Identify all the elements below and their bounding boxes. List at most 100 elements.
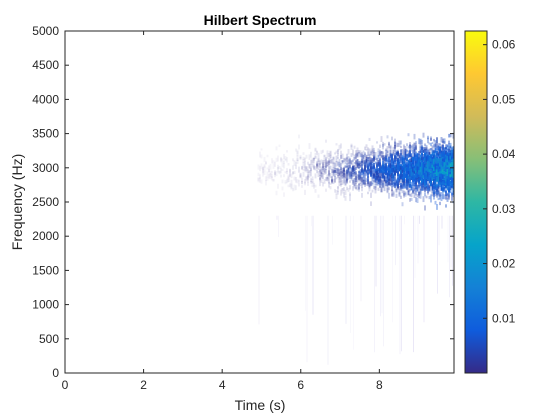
energy-cell [379, 161, 381, 164]
energy-cell [425, 182, 428, 185]
energy-cell [422, 154, 425, 157]
energy-cell [413, 183, 416, 187]
energy-cell [340, 171, 342, 177]
energy-cell [443, 162, 446, 168]
energy-cell [437, 146, 440, 150]
energy-cell [355, 156, 357, 159]
energy-cell [308, 143, 311, 149]
energy-cell [304, 179, 306, 184]
energy-cell [443, 150, 446, 156]
energy-cell [352, 165, 354, 170]
energy-cell [385, 176, 387, 179]
energy-cell [313, 157, 315, 164]
energy-cell [442, 143, 444, 147]
energy-cell [386, 165, 389, 168]
energy-cell [362, 155, 365, 159]
energy-cell [305, 166, 308, 169]
energy-cell [418, 180, 420, 187]
energy-cell [437, 163, 440, 167]
energy-cell [362, 172, 365, 179]
energy-cell [332, 178, 335, 185]
energy-cell [346, 178, 348, 184]
energy-cell [407, 180, 410, 187]
energy-cell [451, 194, 453, 201]
energy-cell [287, 184, 290, 188]
energy-cell [421, 163, 423, 166]
energy-cell [337, 168, 339, 174]
energy-cell [436, 151, 438, 156]
energy-cell [419, 164, 422, 167]
energy-cell [421, 174, 423, 179]
energy-cell [401, 182, 404, 188]
energy-cell [337, 149, 339, 154]
energy-cell [446, 153, 449, 157]
energy-cell [335, 155, 338, 159]
energy-cell [322, 173, 324, 180]
energy-cell [446, 144, 449, 147]
energy-cell [449, 133, 452, 138]
energy-cell [338, 177, 341, 183]
energy-cell [370, 171, 372, 177]
energy-cell [338, 158, 341, 165]
energy-cell [409, 142, 411, 146]
energy-cell [415, 155, 417, 159]
energy-cell [430, 197, 432, 203]
energy-cell [440, 151, 443, 156]
energy-cell [397, 177, 399, 183]
energy-cell [365, 157, 368, 163]
energy-cell [296, 160, 299, 164]
energy-cell [412, 190, 414, 194]
energy-cell [380, 187, 383, 193]
energy-cell [424, 187, 426, 191]
energy-cell [394, 167, 396, 171]
energy-cell [373, 179, 375, 183]
energy-cell [415, 170, 417, 173]
energy-cell [274, 171, 276, 178]
energy-cell [355, 176, 357, 183]
energy-cell [358, 177, 360, 181]
energy-cell [419, 139, 422, 145]
energy-cell [319, 177, 321, 182]
energy-cell [439, 146, 441, 152]
energy-cell [341, 153, 344, 160]
energy-cell [329, 151, 332, 156]
energy-cell [410, 146, 413, 152]
energy-cell [344, 161, 347, 165]
energy-cell [349, 158, 351, 164]
energy-cell [377, 162, 380, 167]
energy-cell [404, 186, 407, 189]
energy-cell [346, 178, 348, 183]
energy-cell [344, 173, 347, 179]
energy-cell [257, 164, 260, 170]
energy-cell [418, 159, 420, 163]
energy-cell [440, 165, 443, 171]
energy-cell [406, 143, 408, 146]
energy-cell [425, 164, 428, 167]
energy-cell [373, 174, 375, 179]
energy-cell [445, 156, 447, 160]
energy-cell [325, 162, 327, 168]
energy-cell [376, 164, 378, 170]
energy-cell [434, 140, 437, 143]
energy-cell [316, 150, 318, 153]
energy-cell [428, 178, 431, 184]
energy-cell [431, 156, 434, 161]
energy-cell [397, 171, 399, 175]
energy-cell [314, 156, 317, 160]
energy-cell [442, 175, 444, 179]
energy-cell [355, 172, 357, 176]
energy-cell [361, 160, 363, 167]
energy-cell [430, 194, 432, 198]
energy-cell [449, 146, 452, 153]
energy-cell [410, 185, 413, 191]
energy-cell [302, 168, 305, 171]
energy-cell [400, 184, 402, 190]
energy-cell [401, 149, 404, 155]
energy-cell [400, 140, 402, 145]
energy-cell [394, 141, 396, 146]
energy-cell [421, 168, 423, 173]
energy-cell [329, 160, 332, 165]
energy-cell [400, 166, 402, 172]
energy-cell [350, 145, 353, 150]
energy-cell [352, 168, 354, 172]
